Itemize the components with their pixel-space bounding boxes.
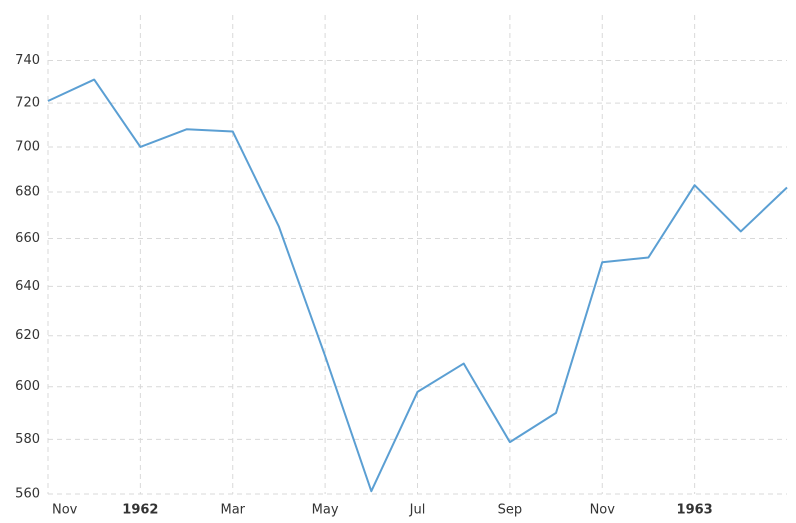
y-tick-label: 720 — [15, 96, 40, 111]
x-tick-label: Nov — [590, 503, 616, 518]
y-tick-label: 600 — [15, 379, 40, 394]
x-tick-label: Mar — [220, 503, 245, 518]
x-tick-label: May — [312, 503, 339, 518]
x-tick-label: 1963 — [677, 503, 713, 518]
data-line — [47, 78, 788, 493]
y-tick-label: 560 — [15, 487, 40, 502]
x-tick-label: 1962 — [122, 503, 158, 518]
y-tick-label: 680 — [15, 185, 40, 200]
y-tick-label: 740 — [15, 53, 40, 68]
y-tick-label: 660 — [15, 231, 40, 246]
y-tick-label: 620 — [15, 328, 40, 343]
y-tick-label: 700 — [15, 139, 40, 154]
y-tick-label: 580 — [15, 432, 40, 447]
y-tick-label: 640 — [15, 279, 40, 294]
x-tick-label: Jul — [409, 503, 426, 518]
x-tick-label: Nov — [52, 503, 78, 518]
x-tick-label: Sep — [498, 503, 523, 518]
